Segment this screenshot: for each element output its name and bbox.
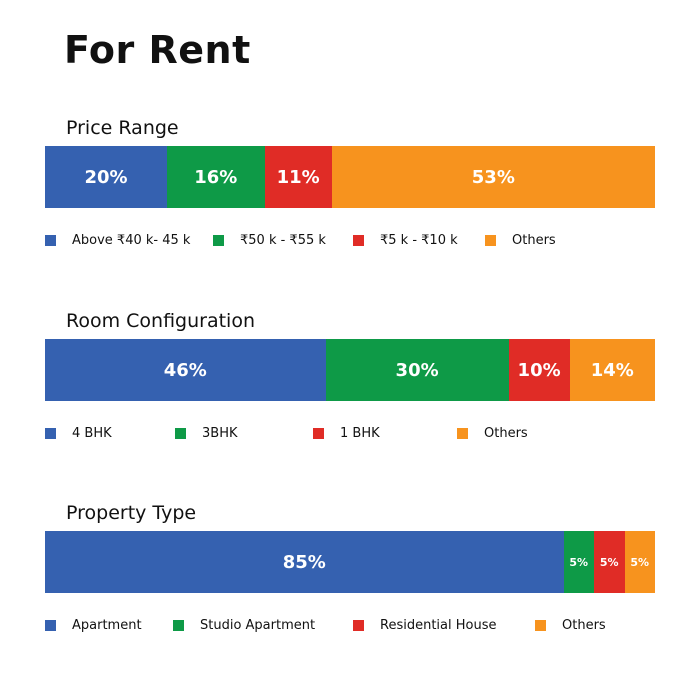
data-label: 30% [395,359,439,381]
legend-label: Above ₹40 k- 45 k [72,233,191,248]
bar-segment: 30% [325,339,509,401]
data-label: 53% [471,166,515,188]
bar-segment: 53% [331,146,655,208]
legend-item: ₹50 k - ₹55 k [213,233,326,248]
stacked-bar: 85% 5% 5% 5% [45,531,655,593]
legend-swatch [45,235,56,246]
bar-segment: 14% [569,339,655,401]
legend-label: ₹5 k - ₹10 k [380,233,458,248]
stacked-bar: 20% 16% 11% 53% [45,146,655,208]
legend-label: 3BHK [202,426,238,441]
room-configuration-chart: Room Configuration 46% 30% 10% 14% 4 BHK 3BH… [45,306,655,446]
legend-label: Apartment [72,618,142,633]
chart-title: Room Configuration [66,310,255,332]
chart-title: Property Type [66,502,197,524]
data-label: 5% [569,555,589,569]
data-label: 85% [282,551,326,573]
legend-swatch [313,428,324,439]
legend-label: Others [512,233,556,248]
data-label: 46% [163,359,207,381]
legend-label: Residential House [380,618,497,633]
legend: Apartment Studio Apartment Residential Hou… [45,618,655,638]
price-range-chart: Price Range 20% 16% 11% 53% Above ₹40 k- 45… [45,113,655,253]
bar-segment: 5% [624,531,655,593]
legend-item: Residential House [353,618,496,633]
legend-item: Others [457,426,528,441]
legend-item: Apartment [45,618,142,633]
data-label: 5% [630,555,650,569]
page-title: For Rent [64,28,251,72]
legend-item: Studio Apartment [173,618,315,633]
legend-label: ₹50 k - ₹55 k [240,233,326,248]
legend-swatch [213,235,224,246]
data-label: 20% [84,166,128,188]
bar-segment: 46% [45,339,326,401]
legend-swatch [173,620,184,631]
stacked-bar: 46% 30% 10% 14% [45,339,655,401]
bar-segment: 5% [594,531,625,593]
data-label: 11% [276,166,320,188]
legend-label: Others [562,618,606,633]
legend-item: ₹5 k - ₹10 k [353,233,458,248]
data-label: 5% [599,555,619,569]
legend-swatch [353,235,364,246]
legend-label: 1 BHK [340,426,380,441]
legend-swatch [175,428,186,439]
legend-item: Above ₹40 k- 45 k [45,233,190,248]
data-label: 16% [194,166,238,188]
bar-segment: 11% [264,146,332,208]
legend-swatch [45,428,56,439]
bar-segment: 20% [45,146,167,208]
legend-item: 4 BHK [45,426,112,441]
legend: 4 BHK 3BHK 1 BHK Others [45,426,655,446]
legend-item: 1 BHK [313,426,380,441]
legend-swatch [45,620,56,631]
bar-segment: 10% [508,339,570,401]
data-label: 10% [517,359,561,381]
bar-segment: 85% [45,531,564,593]
chart-title: Price Range [66,117,179,139]
legend-label: Studio Apartment [200,618,316,633]
legend-item: Others [535,618,606,633]
legend: Above ₹40 k- 45 k ₹50 k - ₹55 k ₹5 k - ₹10… [45,233,655,253]
legend-swatch [535,620,546,631]
data-label: 14% [590,359,634,381]
legend-label: Others [484,426,528,441]
legend-swatch [353,620,364,631]
legend-swatch [457,428,468,439]
property-type-chart: Property Type 85% 5% 5% 5% Apartment Studio … [45,498,655,638]
legend-item: Others [485,233,556,248]
legend-item: 3BHK [175,426,238,441]
legend-swatch [485,235,496,246]
bar-segment: 16% [167,146,265,208]
legend-label: 4 BHK [72,426,112,441]
bar-segment: 5% [563,531,594,593]
